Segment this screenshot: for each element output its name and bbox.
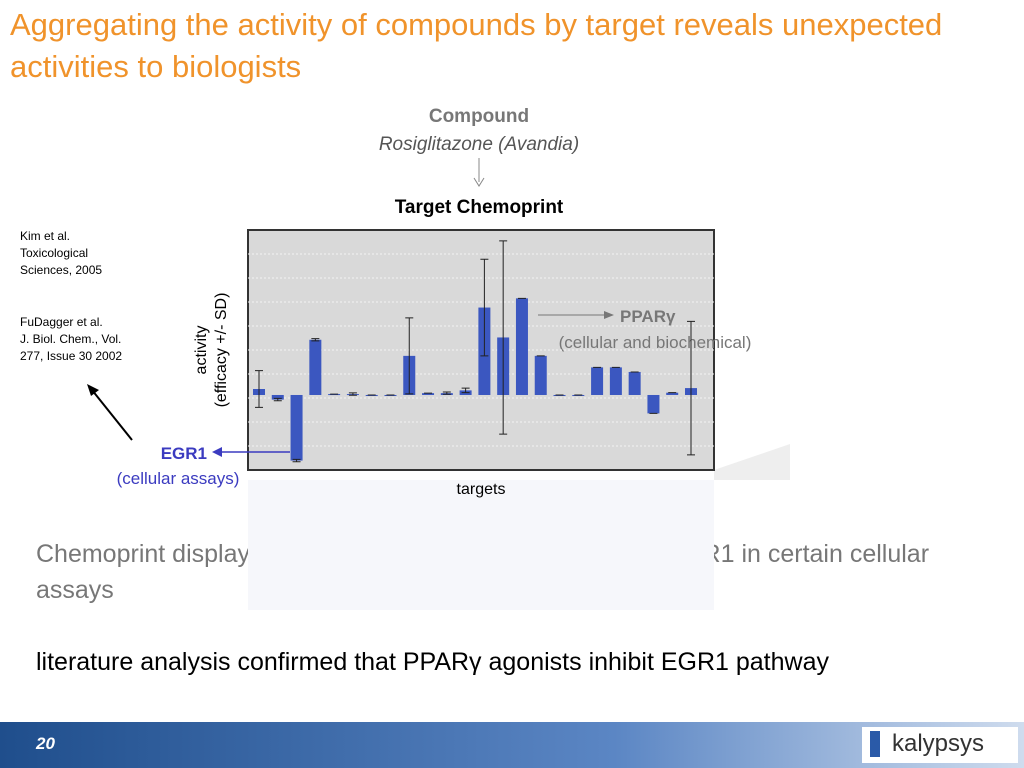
shadow bbox=[714, 444, 790, 480]
error-bar bbox=[499, 240, 508, 435]
annotation-label: EGR1 bbox=[161, 444, 207, 463]
reference: FuDagger et al. J. Biol. Chem., Vol. 277… bbox=[20, 315, 123, 363]
error-bar bbox=[255, 370, 263, 408]
arrow-head bbox=[473, 177, 485, 187]
y-axis-label: activity bbox=[193, 326, 210, 375]
chart-title: Target Chemoprint bbox=[395, 197, 564, 218]
page-number: 20 bbox=[36, 734, 55, 753]
logo-box bbox=[862, 727, 1018, 763]
y-axis-label: (efficacy +/- SD) bbox=[213, 293, 230, 408]
bar bbox=[271, 394, 284, 400]
bar bbox=[290, 394, 303, 461]
bar bbox=[628, 371, 641, 395]
slide-title: Aggregating the activity of compounds by… bbox=[10, 7, 943, 84]
bullet: literature analysis confirmed that PPARγ… bbox=[36, 648, 829, 676]
bar bbox=[534, 355, 547, 395]
bar bbox=[609, 367, 622, 395]
bar bbox=[591, 367, 604, 395]
chart: Compound Rosiglitazone (Avandia) Target … bbox=[87, 106, 790, 610]
arrow bbox=[91, 389, 133, 441]
arrow-head bbox=[604, 311, 614, 319]
arrow-head bbox=[212, 447, 222, 457]
reflection bbox=[248, 480, 714, 610]
bar bbox=[666, 392, 679, 395]
error-bar bbox=[442, 391, 451, 395]
bar bbox=[309, 339, 322, 395]
bar bbox=[647, 394, 660, 414]
error-bar bbox=[405, 317, 414, 395]
footer-bar bbox=[0, 722, 1024, 768]
arrow-head bbox=[87, 384, 99, 396]
error-bar bbox=[480, 258, 489, 357]
x-axis-label: targets bbox=[457, 481, 506, 498]
bar bbox=[422, 393, 435, 395]
error-bar bbox=[292, 458, 301, 463]
error-bar bbox=[348, 392, 357, 396]
annotation-note: (cellular assays) bbox=[117, 469, 240, 488]
error-bar bbox=[687, 320, 695, 456]
annotation-note: (cellular and biochemical) bbox=[559, 333, 752, 352]
bar bbox=[515, 298, 528, 395]
error-bar bbox=[461, 387, 470, 394]
logo-mark bbox=[870, 731, 880, 757]
error-bar bbox=[311, 338, 320, 342]
compound-label: Compound bbox=[429, 106, 529, 127]
annotation-label: PPARγ bbox=[620, 307, 676, 326]
error-bar bbox=[273, 397, 282, 402]
compound-name: Rosiglitazone (Avandia) bbox=[379, 134, 579, 155]
logo: kalypsys bbox=[892, 730, 985, 757]
reference: Kim et al. Toxicological Sciences, 2005 bbox=[20, 229, 103, 277]
